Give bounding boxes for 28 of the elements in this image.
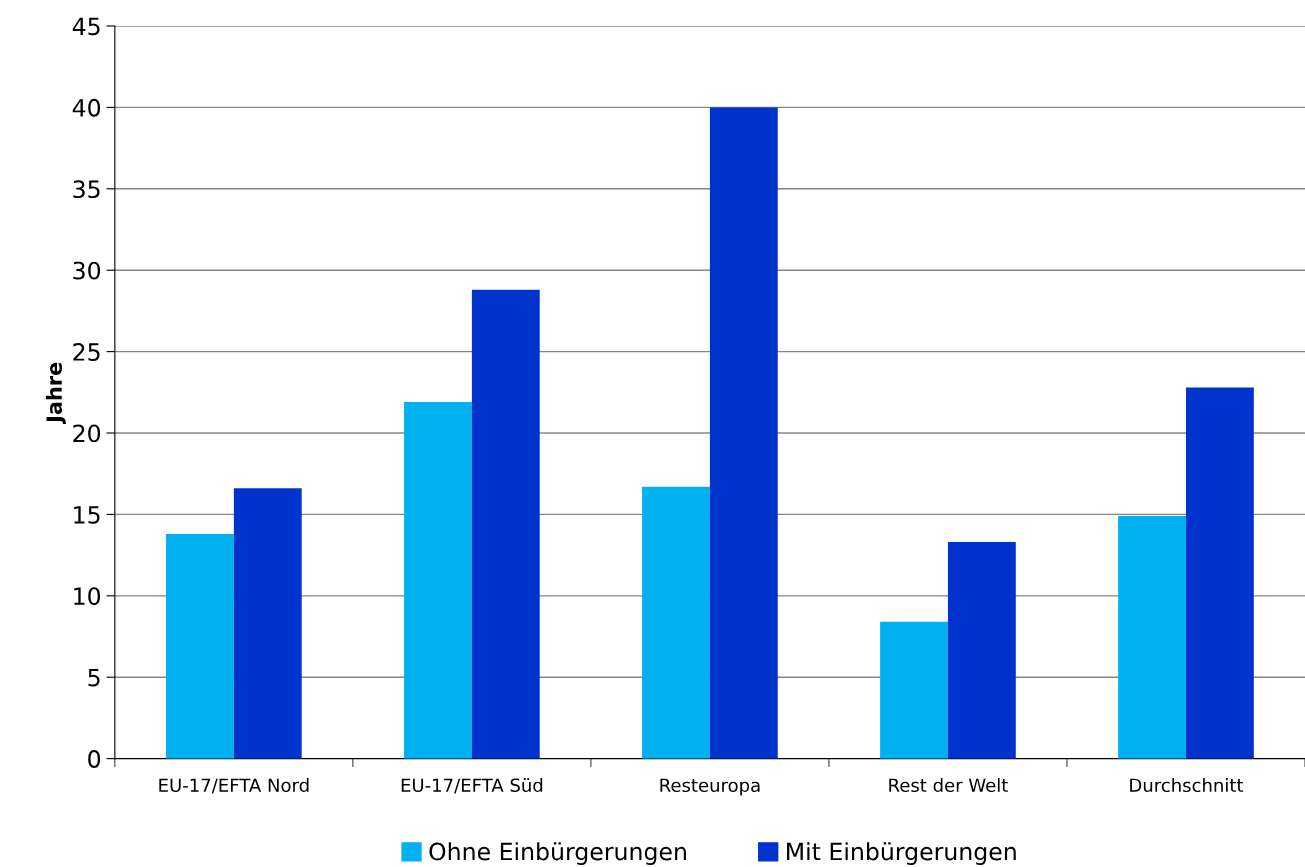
legend-label: Mit Einbürgerungen: [787, 842, 1016, 865]
y-tick-label: 30: [73, 261, 101, 280]
y-tick-label: 15: [74, 506, 100, 524]
x-tick-label: Resteuropa: [660, 778, 760, 796]
y-tick-label: 45: [72, 17, 100, 36]
bar: [709, 107, 778, 759]
y-tick-label: 40: [72, 98, 101, 117]
bar: [233, 488, 302, 759]
y-tick-label: 5: [88, 668, 100, 687]
x-tick-label: EU-17/EFTA Nord: [159, 778, 309, 794]
bar: [166, 533, 234, 759]
bar: [642, 486, 710, 759]
y-tick-label: 25: [73, 343, 100, 361]
bar: [947, 542, 1016, 759]
y-axis-title: Jahre: [45, 362, 66, 425]
legend-label: Ohne Einbürgerungen: [429, 842, 686, 865]
x-tick-label: Durchschnitt: [1130, 778, 1244, 793]
bar: [1185, 387, 1254, 759]
y-tick-label: 10: [74, 587, 101, 606]
y-tick-label: 20: [73, 424, 101, 443]
x-tick-label: Rest der Welt: [889, 778, 1008, 793]
bar: [880, 621, 948, 759]
x-tick-label: EU-17/EFTA Süd: [401, 778, 543, 794]
bar: [471, 289, 540, 759]
bar: [404, 402, 472, 759]
y-tick-label: 35: [73, 180, 100, 199]
y-tick-label: 0: [88, 750, 101, 768]
bar: [1118, 516, 1186, 759]
